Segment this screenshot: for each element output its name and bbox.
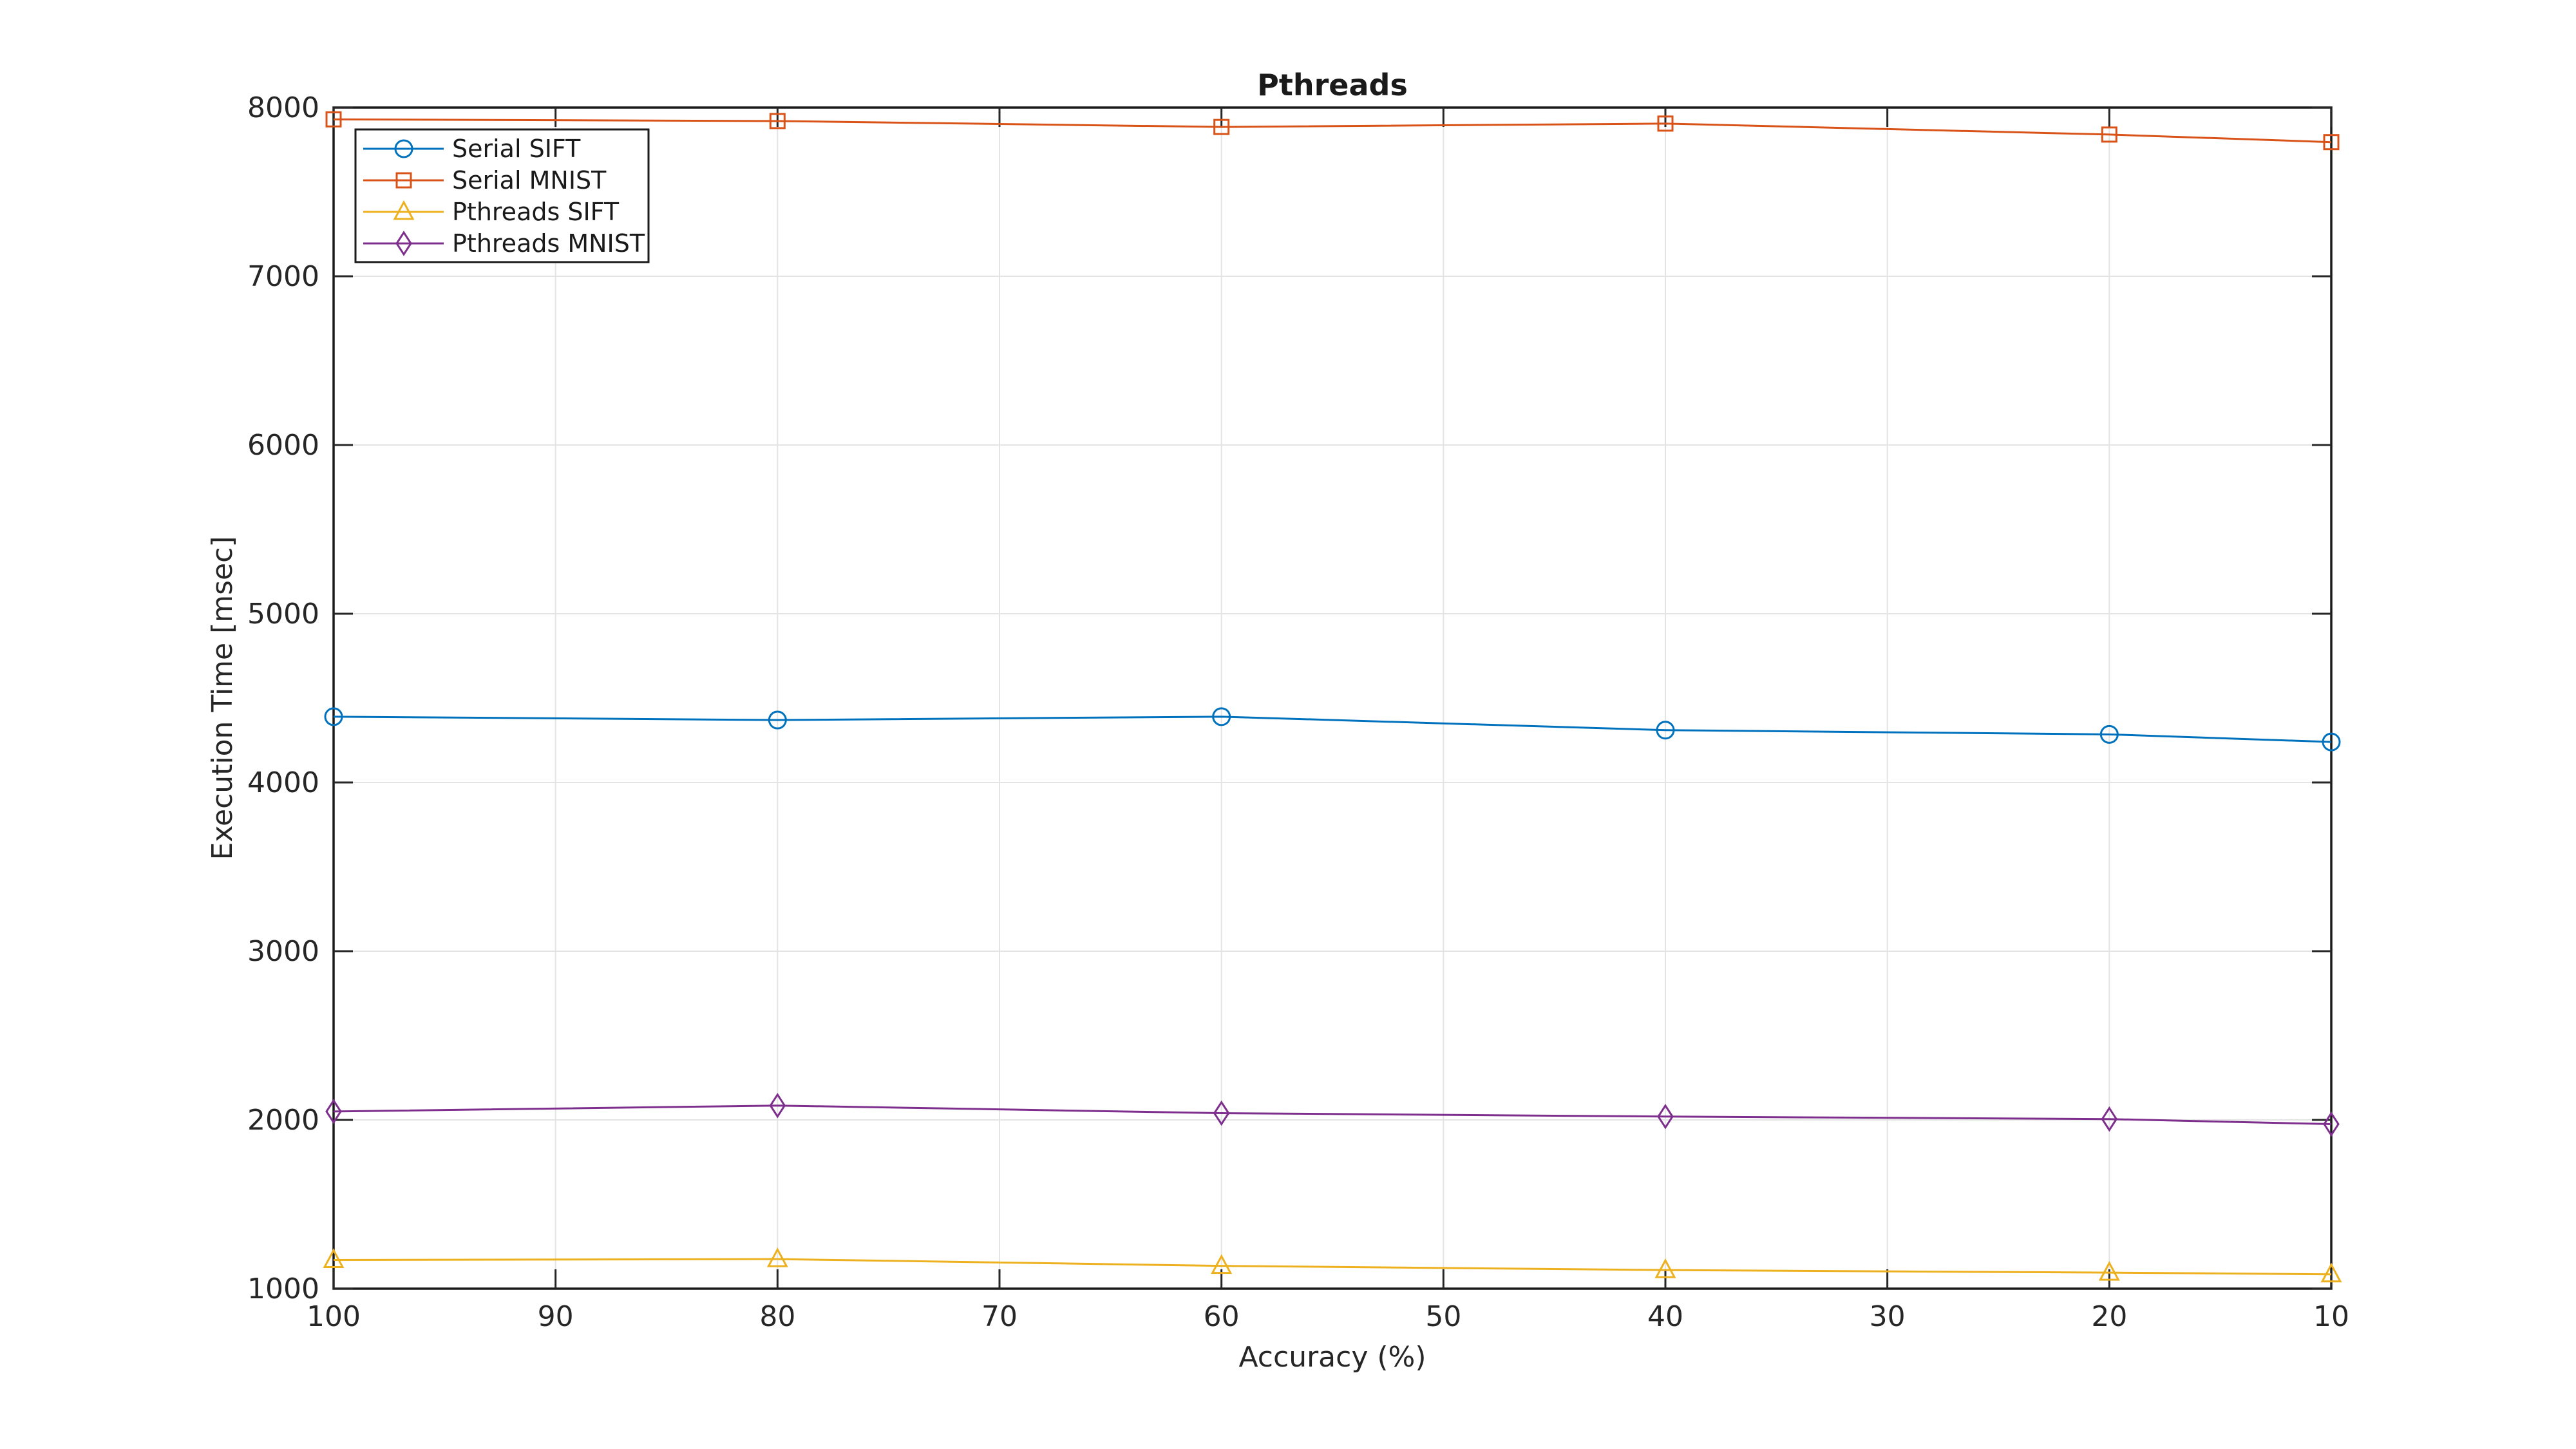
pthreads-mnist-diamond-marker xyxy=(1213,1100,1230,1126)
pthreads-sift-triangle-marker xyxy=(1211,1254,1233,1274)
serial-mnist-square-marker xyxy=(2101,126,2117,143)
x-tick-label: 100 xyxy=(307,1300,361,1333)
serial-mnist-square-marker xyxy=(1213,118,1230,135)
chart-title: Pthreads xyxy=(1257,68,1408,102)
pthreads-sift-triangle-marker xyxy=(2098,1260,2120,1281)
serial-sift-circle-marker xyxy=(2099,724,2119,744)
legend-layer: Serial SIFT Serial MNIST Pthreads SIFT Pthr… xyxy=(354,128,650,263)
series-pthreads-sift xyxy=(323,1247,2342,1283)
pthreads-mnist-diamond-marker xyxy=(1657,1103,1674,1130)
legend-pthreads-mnist-diamond-marker xyxy=(395,231,412,256)
serial-mnist-square-marker xyxy=(2323,134,2340,151)
serial-sift-circle-marker xyxy=(2322,732,2341,752)
serial-sift-circle-marker xyxy=(324,707,343,726)
series-serial-mnist xyxy=(325,111,2340,151)
serial-sift-circle-marker xyxy=(768,710,787,730)
pthreads-sift-triangle-marker xyxy=(1654,1258,1676,1278)
serial-sift-circle-marker xyxy=(1212,707,1231,726)
y-tick-label: 3000 xyxy=(247,935,319,968)
y-tick-label: 1000 xyxy=(247,1273,319,1305)
pthreads-sift-triangle-marker xyxy=(2320,1262,2342,1283)
legend-label-serial-sift: Serial SIFT xyxy=(452,135,581,163)
legend-label-pthreads-mnist: Pthreads MNIST xyxy=(452,229,645,258)
legend-item-pthreads-mnist: Pthreads MNIST xyxy=(363,229,645,258)
legend-item-serial-mnist: Serial MNIST xyxy=(363,166,607,194)
plot-border xyxy=(332,106,2333,1290)
pthreads-mnist-diamond-marker xyxy=(325,1099,342,1124)
x-tick-label: 30 xyxy=(1870,1300,1906,1333)
series-serial-sift xyxy=(324,707,2341,752)
pthreads-sift-triangle-marker xyxy=(766,1247,788,1267)
y-tick-label: 6000 xyxy=(247,429,319,462)
y-tick-label: 7000 xyxy=(247,260,319,293)
y-tick-label: 5000 xyxy=(247,598,319,630)
series-layer xyxy=(323,111,2342,1283)
x-tick-label: 50 xyxy=(1425,1300,1461,1333)
legend-serial-mnist-square-marker xyxy=(395,172,412,189)
legend-item-serial-sift: Serial SIFT xyxy=(363,135,581,163)
x-tick-label: 60 xyxy=(1204,1300,1240,1333)
series-line-pthreads-mnist xyxy=(333,1104,2332,1126)
x-tick-label: 90 xyxy=(538,1300,574,1333)
x-tick-label: 10 xyxy=(2313,1300,2349,1333)
serial-sift-circle-marker xyxy=(1656,721,1675,740)
legend-pthreads-sift-triangle-marker xyxy=(393,200,415,220)
series-line-serial-sift xyxy=(333,715,2332,743)
x-tick-label: 20 xyxy=(2091,1300,2127,1333)
serial-mnist-square-marker xyxy=(769,113,786,129)
pthreads-mnist-diamond-marker xyxy=(2323,1111,2340,1137)
y-tick-label: 4000 xyxy=(247,766,319,799)
y-tick-label: 2000 xyxy=(247,1104,319,1137)
x-axis-label: Accuracy (%) xyxy=(1238,1341,1426,1374)
y-axis-label: Execution Time [msec] xyxy=(206,536,239,860)
series-line-pthreads-sift xyxy=(333,1258,2332,1276)
pthreads-mnist-diamond-marker xyxy=(2101,1106,2118,1132)
x-tick-label: 80 xyxy=(759,1300,795,1333)
series-line-serial-mnist xyxy=(333,118,2332,144)
y-tick-label: 8000 xyxy=(247,91,319,124)
pthreads-sift-triangle-marker xyxy=(323,1248,345,1268)
legend-box xyxy=(354,128,650,263)
grid-layer xyxy=(334,108,2331,1289)
pthreads-mnist-diamond-marker xyxy=(769,1092,786,1119)
serial-mnist-square-marker xyxy=(1657,115,1674,132)
legend-serial-sift-circle-marker xyxy=(394,139,413,158)
legend-label-serial-mnist: Serial MNIST xyxy=(452,166,607,194)
x-tick-label: 70 xyxy=(981,1300,1018,1333)
x-tick-label: 40 xyxy=(1647,1300,1683,1333)
legend-item-pthreads-sift: Pthreads SIFT xyxy=(363,198,620,226)
serial-mnist-square-marker xyxy=(325,111,342,128)
axis-layer: 100 90 80 70 60 50 40 30 20 10 1000 2000 3000 4000 500… xyxy=(247,91,2349,1333)
series-pthreads-mnist xyxy=(325,1092,2340,1137)
legend-label-pthreads-sift: Pthreads SIFT xyxy=(452,198,620,226)
